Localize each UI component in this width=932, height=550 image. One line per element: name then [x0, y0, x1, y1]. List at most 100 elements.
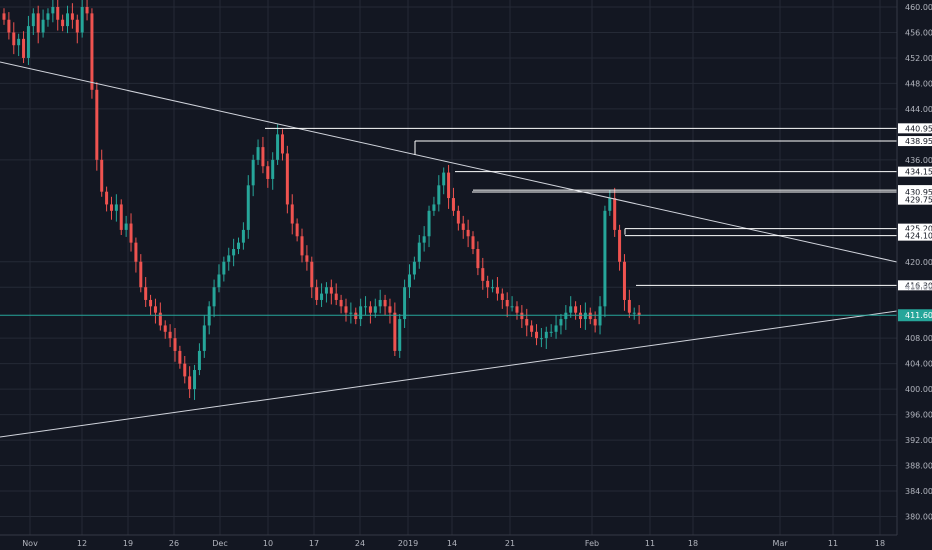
candle-body	[222, 261, 226, 275]
candle-body	[334, 293, 338, 300]
candle-body	[578, 312, 582, 320]
candle-body	[217, 274, 221, 288]
candle-body	[515, 306, 519, 313]
y-tick-label: 404.00	[905, 360, 932, 369]
candle-body	[442, 172, 446, 186]
x-tick-label: 19	[123, 539, 133, 548]
descending-trendline	[0, 61, 898, 263]
candle-body	[188, 376, 192, 390]
candle-body	[51, 7, 55, 14]
candle-body	[183, 363, 187, 377]
candle-body	[61, 19, 65, 27]
candle-body	[412, 261, 416, 275]
y-tick-label: 444.00	[905, 105, 932, 114]
candle-body	[232, 249, 236, 256]
candle-body	[41, 19, 45, 33]
candle-body	[407, 274, 411, 288]
candle-body	[153, 306, 157, 313]
candle-body	[197, 350, 201, 371]
candle-body	[398, 319, 402, 351]
candle-body	[173, 338, 177, 351]
candle-body	[36, 13, 40, 33]
candle-body	[500, 293, 504, 300]
candle-body	[481, 268, 485, 281]
candle-body	[598, 306, 602, 326]
candle-body	[510, 306, 514, 308]
candle-body	[109, 204, 113, 211]
y-tick-label: 388.00	[905, 462, 932, 471]
candle-body	[427, 210, 431, 237]
price-level-label-bg	[898, 230, 932, 241]
candle-body	[437, 185, 441, 205]
candle-body	[251, 159, 255, 186]
candle-body	[149, 299, 153, 307]
candle-body	[554, 325, 558, 332]
candle-body	[354, 312, 358, 320]
candle-body	[320, 293, 324, 300]
candle-body	[476, 249, 480, 269]
y-tick-label: 396.00	[905, 411, 932, 420]
price-level-label-bg	[898, 136, 932, 147]
candle-body	[271, 159, 275, 179]
candle-body	[261, 147, 265, 167]
candle-body	[432, 204, 436, 211]
candle-body	[564, 312, 568, 320]
candle-body	[246, 185, 250, 230]
candle-body	[80, 7, 84, 33]
y-tick-label: 384.00	[905, 487, 932, 496]
y-tick-label: 452.00	[905, 54, 932, 63]
candle-body	[12, 32, 16, 46]
candle-body	[193, 370, 197, 390]
price-level-label: 425.20	[905, 225, 932, 234]
candle-body	[364, 306, 368, 308]
candle-body	[373, 306, 377, 313]
ascending-trendline	[0, 310, 898, 438]
price-level-label-bg	[898, 123, 932, 134]
y-tick-label: 416.00	[905, 283, 932, 292]
grid-lines	[0, 0, 897, 535]
candle-body	[447, 172, 451, 199]
candle-body	[417, 242, 421, 262]
candle-body	[285, 153, 289, 205]
x-tick-label: 12	[77, 539, 87, 548]
y-tick-label: 400.00	[905, 385, 932, 394]
x-tick-label: Mar	[772, 539, 788, 548]
candle-body	[139, 261, 143, 288]
price-level-label: 430.95	[905, 188, 932, 197]
candle-body	[456, 210, 460, 224]
candle-body	[227, 255, 231, 262]
candle-body	[119, 204, 123, 230]
candle-body	[105, 191, 109, 205]
price-axis[interactable]: 380.00 384.00 388.00 392.00 396.00 400.00 404.…	[896, 0, 932, 535]
last-price-label-bg	[898, 309, 932, 322]
candle-body	[535, 331, 539, 339]
x-tick-label: 10	[263, 539, 273, 548]
candle-body	[349, 312, 353, 314]
candle-body	[525, 319, 529, 326]
candle-body	[90, 13, 94, 90]
y-tick-label: 408.00	[905, 334, 932, 343]
candle-body	[383, 299, 387, 307]
candle-body	[276, 134, 280, 160]
price-level-label: 434.15	[905, 168, 932, 177]
candle-body	[158, 312, 162, 326]
candle-body	[305, 255, 309, 262]
candle-body	[574, 306, 578, 313]
candle-body	[300, 236, 304, 256]
candle-body	[100, 159, 104, 192]
y-tick-label: 380.00	[905, 513, 932, 522]
x-tick-label: 24	[355, 539, 365, 548]
candle-body	[324, 287, 328, 294]
price-level-label: 416.30	[905, 281, 932, 290]
candle-body	[168, 331, 172, 339]
candle-body	[256, 147, 260, 160]
candle-body	[22, 38, 26, 58]
candle-body	[241, 229, 245, 243]
time-axis[interactable]: Nov 12 19 26 Dec 10 17 24 2019 14 21 Feb 11 18 Mar 11 18	[0, 534, 897, 548]
x-tick-label: Nov	[22, 539, 38, 548]
candle-body	[588, 312, 592, 320]
price-level-label: 440.95	[905, 124, 932, 133]
candle-body	[495, 287, 499, 294]
price-level-label-bg	[898, 280, 932, 291]
